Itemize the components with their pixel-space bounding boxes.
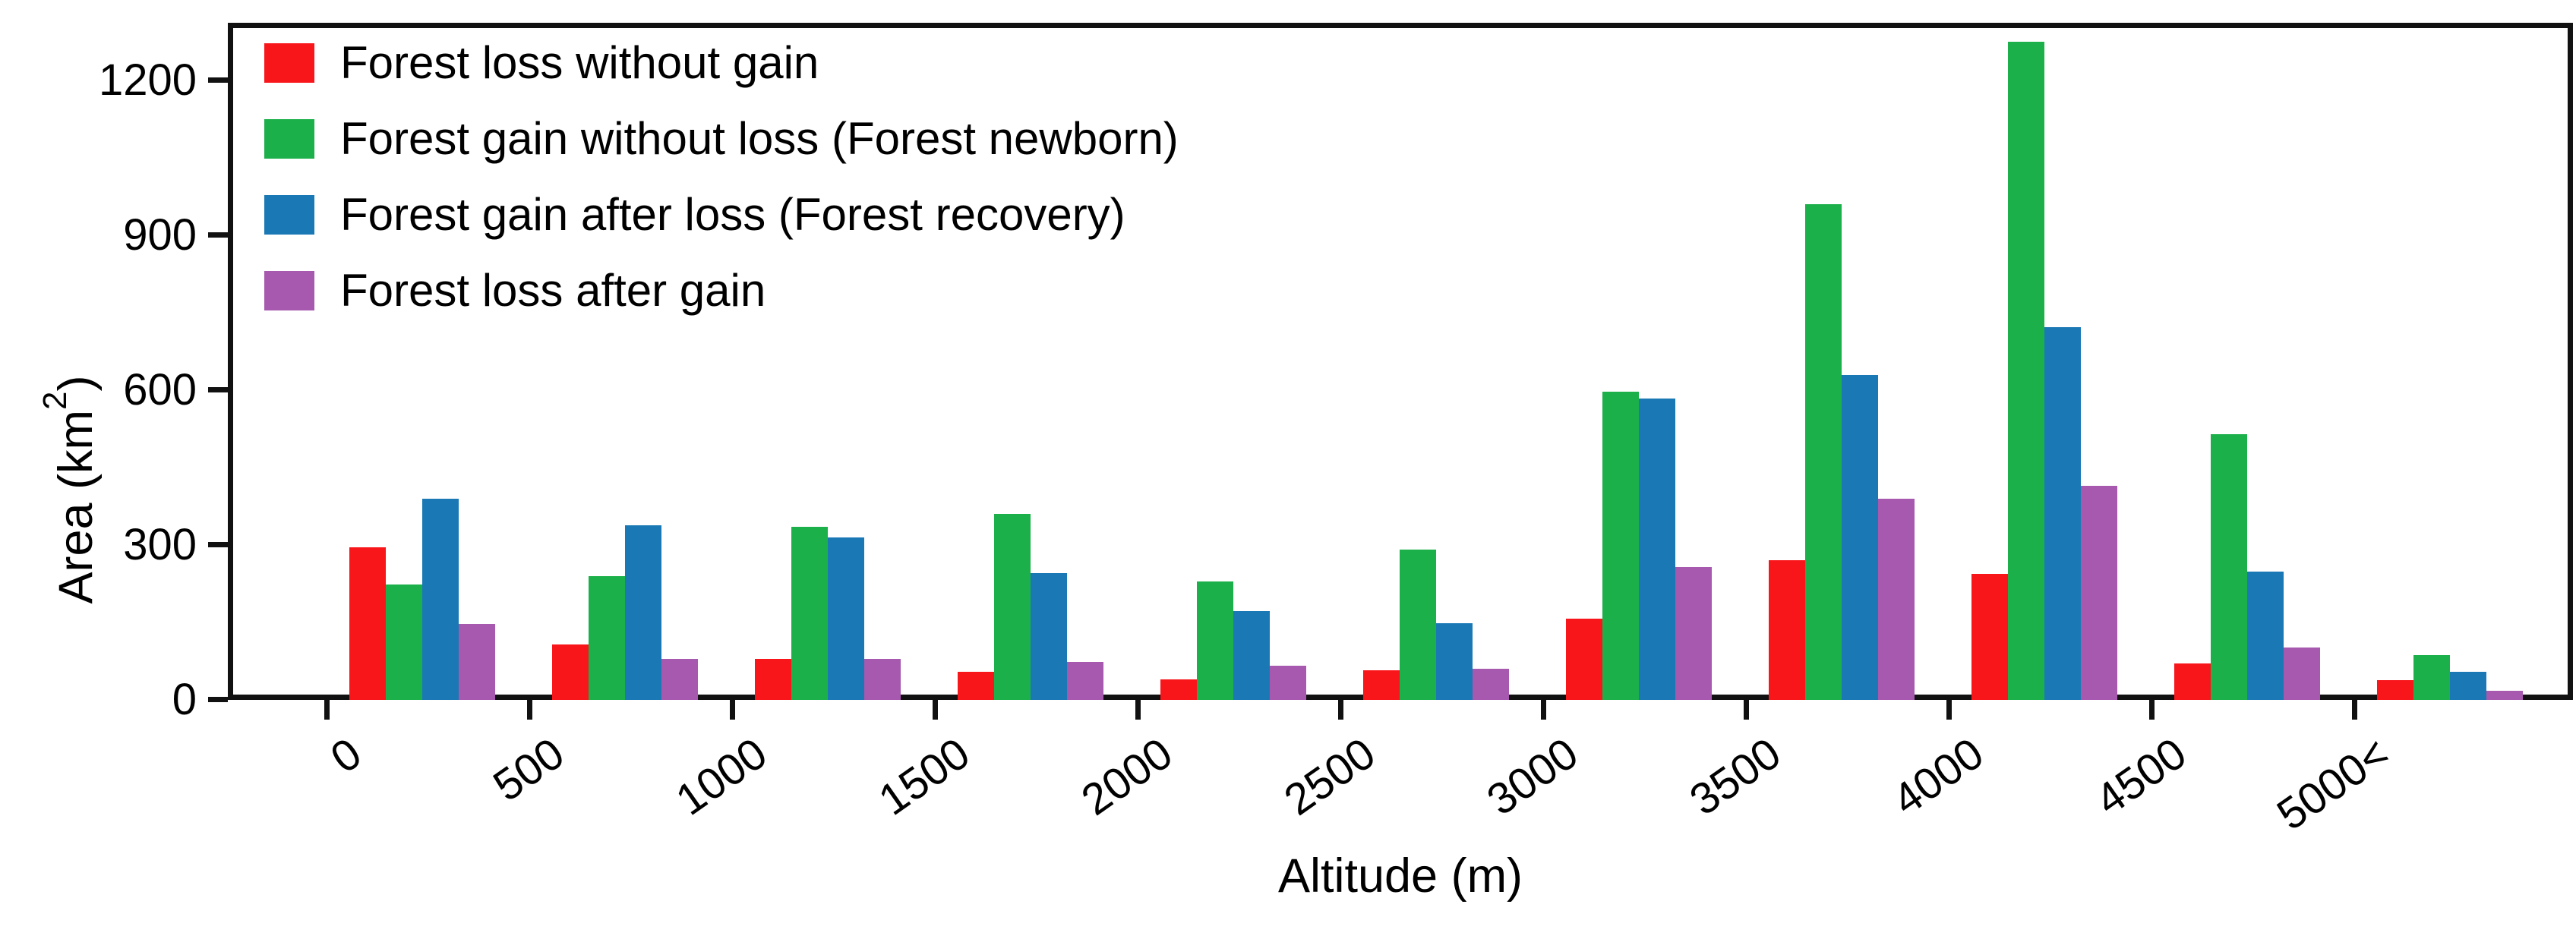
y-tick-mark-0 <box>208 697 228 702</box>
legend-label-3: Forest gain after loss (Forest recovery) <box>340 188 1125 240</box>
x-tick-label-2500: 2500 <box>1275 728 1384 825</box>
bar-series4-alt-1000 <box>864 659 901 700</box>
bar-series2-alt-2500 <box>1400 550 1436 700</box>
bar-series4-alt-3000 <box>1675 567 1712 700</box>
bar-series3-alt-0 <box>422 499 459 700</box>
bar-series1-alt-2000 <box>1160 679 1197 700</box>
legend-item-1: Forest loss without gain <box>264 36 1179 88</box>
legend-item-3: Forest gain after loss (Forest recovery) <box>264 188 1179 240</box>
bar-series4-alt-1500 <box>1067 662 1103 700</box>
legend-swatch-1 <box>264 43 314 83</box>
bar-series2-alt-4500 <box>2211 434 2247 700</box>
x-tick-mark-1000 <box>730 700 735 720</box>
bar-series4-alt-4500 <box>2284 648 2320 700</box>
legend-swatch-3 <box>264 194 314 235</box>
bar-series1-alt-2500 <box>1363 670 1400 700</box>
x-tick-mark-0 <box>324 700 330 720</box>
y-axis-title: Area (km2) <box>36 375 103 603</box>
x-tick-mark-3000 <box>1541 700 1546 720</box>
x-tick-label-3500: 3500 <box>1681 728 1790 825</box>
bar-series2-alt-500 <box>589 576 625 700</box>
bar-series2-alt-3000 <box>1602 392 1639 700</box>
bar-series1-alt-3500 <box>1769 560 1805 700</box>
bar-series2-alt-5000plus <box>2413 655 2450 700</box>
legend-item-4: Forest loss after gain <box>264 267 1179 313</box>
bar-series3-alt-2500 <box>1436 623 1473 700</box>
bar-series2-alt-1500 <box>994 514 1031 700</box>
bar-series1-alt-4000 <box>1971 574 2008 700</box>
y-axis-title-end: ) <box>49 375 103 392</box>
x-tick-mark-500 <box>527 700 532 720</box>
x-tick-label-3000: 3000 <box>1478 728 1587 825</box>
x-tick-mark-1500 <box>933 700 938 720</box>
bar-series4-alt-4000 <box>2081 486 2117 700</box>
x-tick-mark-5000plus <box>2352 700 2357 720</box>
bar-series2-alt-3500 <box>1805 204 1842 700</box>
y-tick-mark-1200 <box>208 77 228 83</box>
y-tick-mark-900 <box>208 232 228 238</box>
x-tick-mark-3500 <box>1744 700 1749 720</box>
legend-swatch-4 <box>264 270 314 310</box>
bar-series3-alt-1500 <box>1031 573 1067 700</box>
bar-series2-alt-1000 <box>791 527 828 700</box>
bar-series2-alt-4000 <box>2008 42 2044 700</box>
legend-swatch-2 <box>264 118 314 159</box>
bar-series4-alt-2500 <box>1473 669 1509 700</box>
y-tick-label-600: 600 <box>123 365 197 414</box>
y-tick-label-300: 300 <box>123 520 197 569</box>
bar-series4-alt-2000 <box>1270 666 1306 700</box>
x-tick-label-4500: 4500 <box>2086 728 2196 825</box>
bar-series3-alt-3000 <box>1639 399 1675 700</box>
bar-series2-alt-2000 <box>1197 581 1233 700</box>
legend-item-2: Forest gain without loss (Forest newborn… <box>264 112 1179 164</box>
x-tick-mark-2000 <box>1135 700 1141 720</box>
y-tick-label-900: 900 <box>123 210 197 260</box>
bar-series1-alt-500 <box>552 644 589 700</box>
y-tick-label-1200: 1200 <box>98 55 197 105</box>
bar-series1-alt-4500 <box>2174 663 2211 700</box>
y-axis-title-main: Area (km <box>49 409 103 604</box>
x-tick-label-4000: 4000 <box>1883 728 1993 825</box>
legend-label-2: Forest gain without loss (Forest newborn… <box>340 112 1179 164</box>
bar-series3-alt-2000 <box>1233 611 1270 700</box>
bar-series4-alt-500 <box>661 659 698 700</box>
bar-series3-alt-3500 <box>1842 375 1878 700</box>
y-tick-mark-600 <box>208 387 228 392</box>
bar-series4-alt-0 <box>459 624 495 700</box>
y-axis-title-superscript: 2 <box>36 391 74 410</box>
bar-series1-alt-0 <box>349 547 386 700</box>
x-tick-mark-4500 <box>2149 700 2155 720</box>
x-tick-label-1500: 1500 <box>870 728 979 825</box>
legend-label-4: Forest loss after gain <box>340 264 766 316</box>
bar-series1-alt-5000plus <box>2377 680 2413 700</box>
bar-series4-alt-5000plus <box>2486 691 2523 700</box>
x-tick-label-5000plus: 5000< <box>2268 728 2398 840</box>
x-tick-mark-4000 <box>1946 700 1952 720</box>
bar-series3-alt-4500 <box>2247 572 2284 700</box>
legend-label-1: Forest loss without gain <box>340 36 819 88</box>
bar-series1-alt-3000 <box>1566 619 1602 700</box>
bar-series1-alt-1500 <box>958 672 994 700</box>
bar-series2-alt-0 <box>386 585 422 700</box>
bar-series3-alt-1000 <box>828 537 864 700</box>
bar-series3-alt-4000 <box>2044 327 2081 700</box>
bar-series1-alt-1000 <box>755 659 791 700</box>
x-axis-title: Altitude (m) <box>1277 849 1523 903</box>
x-tick-mark-2500 <box>1338 700 1343 720</box>
bar-series3-alt-5000plus <box>2450 672 2486 700</box>
y-tick-mark-300 <box>208 542 228 547</box>
x-tick-label-1000: 1000 <box>667 728 776 825</box>
bar-series3-alt-500 <box>625 525 661 700</box>
x-tick-label-2000: 2000 <box>1072 728 1182 825</box>
x-tick-label-500: 500 <box>485 728 573 811</box>
plot-area <box>228 23 2573 700</box>
y-tick-label-0: 0 <box>172 675 197 724</box>
x-tick-label-0: 0 <box>321 728 371 783</box>
bar-series4-alt-3500 <box>1878 499 1915 700</box>
legend: Forest loss without gain Forest gain with… <box>264 36 1179 313</box>
